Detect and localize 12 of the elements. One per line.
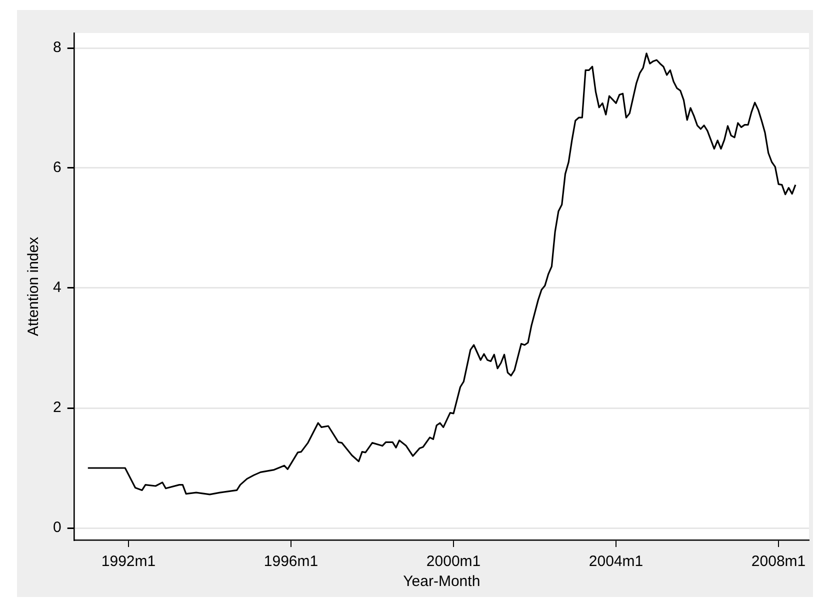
- x-tick-label: 2000m1: [426, 553, 481, 570]
- y-tick-label: 0: [53, 519, 62, 536]
- x-tick-label: 1996m1: [264, 553, 318, 570]
- x-tick-label: 1992m1: [101, 553, 156, 570]
- x-tick-label: 2004m1: [588, 553, 644, 570]
- x-axis-title: Year-Month: [403, 573, 480, 590]
- y-tick-label: 2: [53, 399, 62, 416]
- y-tick-label: 8: [53, 39, 62, 56]
- y-tick-label: 6: [53, 159, 62, 176]
- y-axis-title: Attention index: [25, 236, 42, 336]
- y-tick-label: 4: [53, 279, 62, 296]
- x-tick-label: 2008m1: [751, 553, 806, 570]
